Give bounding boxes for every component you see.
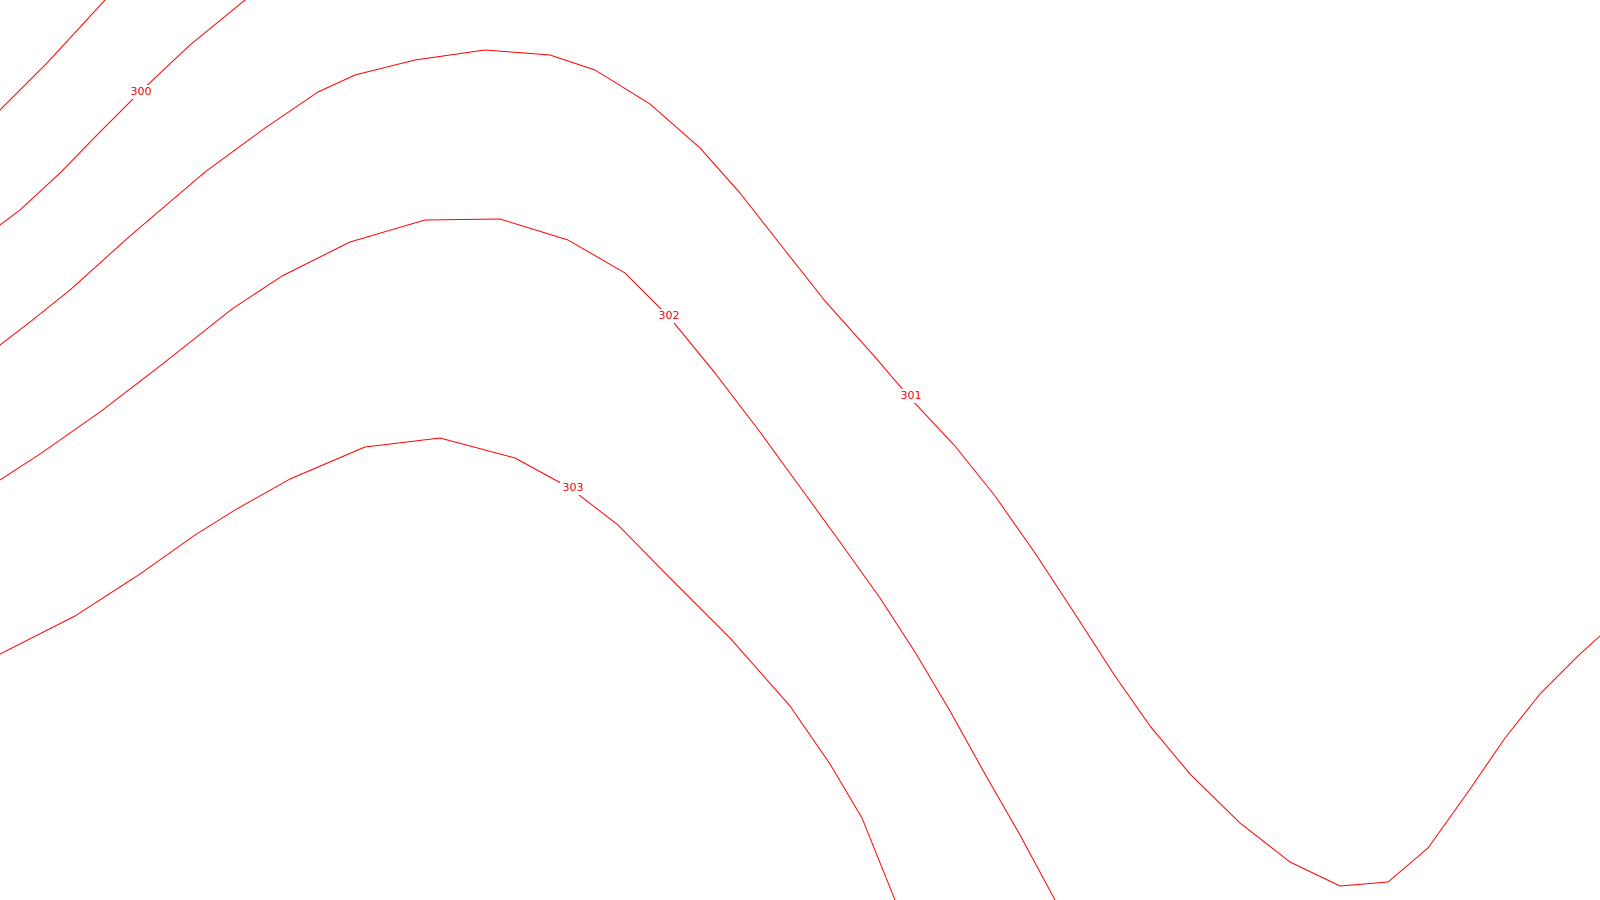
contour-line-302 (0, 218, 1056, 900)
contour-label-301-group: 301 (898, 389, 924, 403)
contour-label-303-group: 303 (560, 481, 586, 495)
contour-line-300 (0, 0, 246, 226)
contour-label-300-group: 300 (128, 85, 154, 99)
contour-label-302: 302 (659, 309, 680, 322)
contour-label-303: 303 (563, 481, 584, 494)
contour-label-300: 300 (131, 85, 152, 98)
contour-line-303 (0, 437, 896, 900)
contour-line-301 (0, 49, 1600, 887)
contour-label-301: 301 (901, 389, 922, 402)
contour-label-302-group: 302 (656, 309, 682, 323)
contour-line-300-upper (0, 0, 106, 111)
